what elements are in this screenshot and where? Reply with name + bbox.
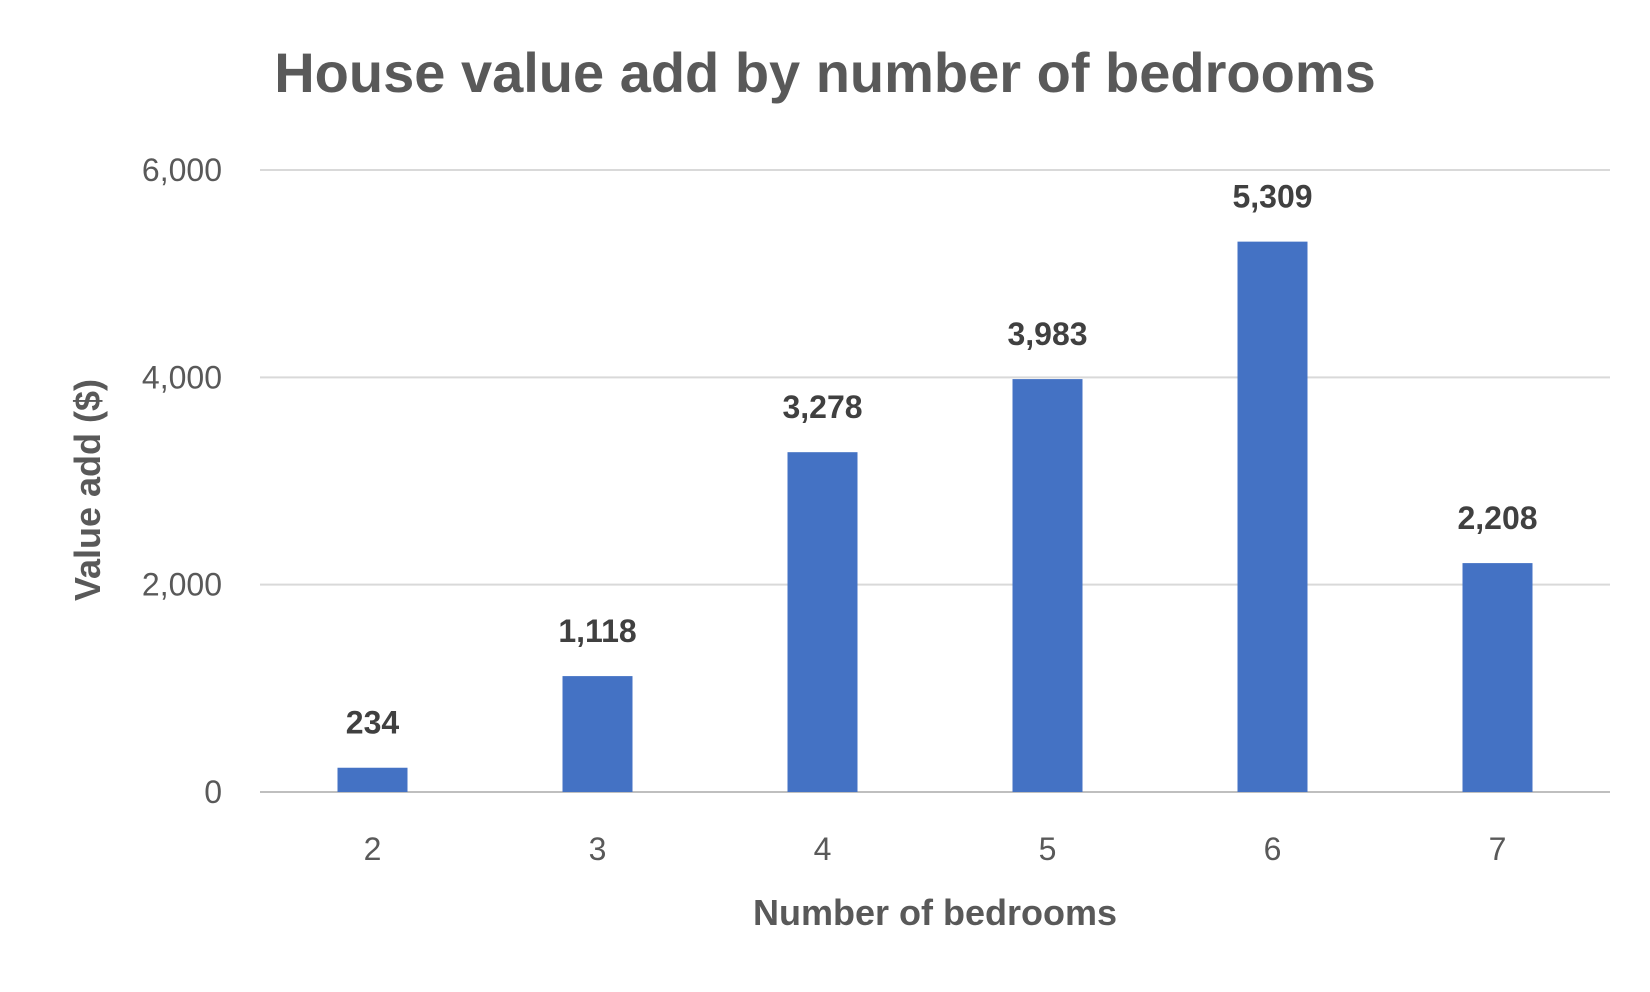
chart-title: House value add by number of bedrooms [274, 41, 1376, 104]
y-tick-label: 0 [204, 774, 222, 810]
y-axis-title: Value add ($) [67, 379, 108, 601]
bar-2 [337, 767, 408, 792]
data-labels: 234 1,118 3,278 3,983 5,309 2,208 [346, 179, 1538, 741]
x-tick-label: 5 [1039, 831, 1057, 867]
data-label: 234 [346, 705, 400, 741]
data-label: 1,118 [558, 613, 636, 649]
x-axis-ticks: 2 3 4 5 6 7 [364, 831, 1507, 867]
x-axis-title: Number of bedrooms [753, 892, 1117, 933]
data-label: 2,208 [1457, 500, 1537, 536]
gridlines [260, 169, 1610, 793]
y-tick-label: 2,000 [142, 567, 222, 603]
x-tick-label: 6 [1264, 831, 1282, 867]
x-tick-label: 3 [589, 831, 607, 867]
bar-3 [562, 676, 633, 792]
y-axis-ticks: 0 2,000 4,000 6,000 [142, 152, 222, 810]
x-tick-label: 4 [814, 831, 832, 867]
data-label: 5,309 [1232, 179, 1312, 215]
data-label: 3,983 [1007, 316, 1087, 352]
data-label: 3,278 [782, 389, 862, 425]
bar-5 [1012, 379, 1083, 792]
y-tick-label: 6,000 [142, 152, 222, 188]
x-tick-label: 7 [1489, 831, 1507, 867]
bar-6 [1237, 241, 1308, 792]
x-tick-label: 2 [364, 831, 382, 867]
bars [337, 241, 1533, 792]
y-tick-label: 4,000 [142, 359, 222, 395]
bar-7 [1462, 563, 1533, 792]
bar-4 [787, 452, 858, 792]
